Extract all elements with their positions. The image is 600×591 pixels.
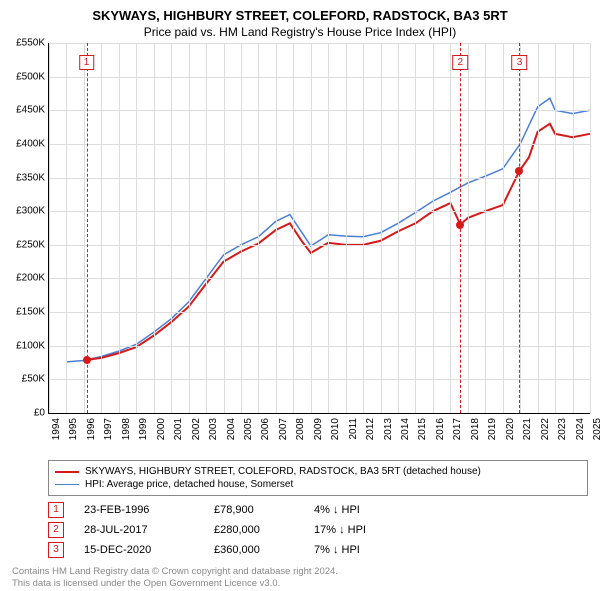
legend-item-hpi: HPI: Average price, detached house, Some… xyxy=(55,478,581,491)
x-tick-label: 2020 xyxy=(505,418,516,440)
x-tick-label: 2010 xyxy=(330,418,341,440)
chart-plot-area: £0£50K£100K£150K£200K£250K£300K£350K£400… xyxy=(48,43,590,414)
x-tick-label: 1999 xyxy=(138,418,149,440)
legend-swatch-hpi xyxy=(55,484,79,485)
x-tick-label: 2024 xyxy=(575,418,586,440)
sales-row-date: 15-DEC-2020 xyxy=(84,544,194,556)
x-tick-label: 1998 xyxy=(121,418,132,440)
sales-row-badge: 2 xyxy=(48,522,64,538)
sales-row-date: 28-JUL-2017 xyxy=(84,524,194,536)
x-tick-label: 1994 xyxy=(51,418,62,440)
y-tick-label: £550K xyxy=(16,38,49,49)
sale-badge-1: 1 xyxy=(79,55,95,70)
x-tick-label: 2000 xyxy=(156,418,167,440)
sales-row-diff: 17% ↓ HPI xyxy=(314,524,414,536)
x-tick-label: 1997 xyxy=(103,418,114,440)
sales-table: 1 23-FEB-1996 £78,900 4% ↓ HPI 2 28-JUL-2017 £… xyxy=(48,500,588,560)
footer-line-1: Contains HM Land Registry data © Crown c… xyxy=(12,566,588,578)
x-tick-label: 2018 xyxy=(470,418,481,440)
legend-item-property: SKYWAYS, HIGHBURY STREET, COLEFORD, RADS… xyxy=(55,465,581,478)
y-tick-label: £500K xyxy=(16,71,49,82)
sales-row: 1 23-FEB-1996 £78,900 4% ↓ HPI xyxy=(48,500,588,520)
footer-line-2: This data is licensed under the Open Gov… xyxy=(12,578,588,590)
x-tick-label: 2019 xyxy=(487,418,498,440)
sale-marker-1 xyxy=(83,356,91,364)
y-tick-label: £400K xyxy=(16,138,49,149)
chart-svg xyxy=(49,43,590,413)
x-tick-label: 2007 xyxy=(278,418,289,440)
sale-badge-2: 2 xyxy=(453,55,469,70)
y-tick-label: £450K xyxy=(16,105,49,116)
y-tick-label: £0 xyxy=(34,408,49,419)
y-tick-label: £100K xyxy=(16,340,49,351)
x-tick-label: 1995 xyxy=(68,418,79,440)
x-tick-label: 2013 xyxy=(383,418,394,440)
x-tick-label: 2005 xyxy=(243,418,254,440)
x-tick-label: 2004 xyxy=(226,418,237,440)
x-tick-label: 2023 xyxy=(557,418,568,440)
y-tick-label: £50K xyxy=(22,374,49,385)
x-tick-label: 2015 xyxy=(417,418,428,440)
sale-marker-3 xyxy=(515,167,523,175)
legend: SKYWAYS, HIGHBURY STREET, COLEFORD, RADS… xyxy=(48,460,588,496)
legend-swatch-property xyxy=(55,471,79,473)
x-axis-labels: 1994 1995 1996 1997 1998 1999 2000 2001 2002 2003… xyxy=(48,414,590,454)
sales-row-date: 23-FEB-1996 xyxy=(84,504,194,516)
sales-row-diff: 4% ↓ HPI xyxy=(314,504,414,516)
x-tick-label: 2016 xyxy=(435,418,446,440)
x-tick-label: 2011 xyxy=(348,418,359,440)
x-tick-label: 2006 xyxy=(260,418,271,440)
x-tick-label: 2009 xyxy=(313,418,324,440)
x-tick-label: 2003 xyxy=(208,418,219,440)
sale-badge-3: 3 xyxy=(512,55,528,70)
y-tick-label: £300K xyxy=(16,206,49,217)
series-property xyxy=(87,124,590,360)
sales-row-price: £280,000 xyxy=(214,524,294,536)
sales-row-badge: 1 xyxy=(48,502,64,518)
y-tick-label: £350K xyxy=(16,172,49,183)
sales-row-badge: 3 xyxy=(48,542,64,558)
y-tick-label: £250K xyxy=(16,239,49,250)
x-tick-label: 2022 xyxy=(540,418,551,440)
x-tick-label: 1996 xyxy=(86,418,97,440)
x-tick-label: 2014 xyxy=(400,418,411,440)
x-tick-label: 2025 xyxy=(592,418,600,440)
chart-title: SKYWAYS, HIGHBURY STREET, COLEFORD, RADS… xyxy=(0,0,600,23)
legend-label-property: SKYWAYS, HIGHBURY STREET, COLEFORD, RADS… xyxy=(85,466,481,477)
sales-row-price: £78,900 xyxy=(214,504,294,516)
x-tick-label: 2001 xyxy=(173,418,184,440)
y-tick-label: £200K xyxy=(16,273,49,284)
sales-row-diff: 7% ↓ HPI xyxy=(314,544,414,556)
sale-marker-2 xyxy=(456,221,464,229)
sales-row-price: £360,000 xyxy=(214,544,294,556)
chart-subtitle: Price paid vs. HM Land Registry's House … xyxy=(0,23,600,43)
legend-label-hpi: HPI: Average price, detached house, Some… xyxy=(85,479,293,490)
x-tick-label: 2012 xyxy=(365,418,376,440)
y-tick-label: £150K xyxy=(16,307,49,318)
x-tick-label: 2008 xyxy=(295,418,306,440)
x-tick-label: 2002 xyxy=(191,418,202,440)
x-tick-label: 2017 xyxy=(452,418,463,440)
x-tick-label: 2021 xyxy=(522,418,533,440)
sales-row: 2 28-JUL-2017 £280,000 17% ↓ HPI xyxy=(48,520,588,540)
sales-row: 3 15-DEC-2020 £360,000 7% ↓ HPI xyxy=(48,540,588,560)
attribution-footer: Contains HM Land Registry data © Crown c… xyxy=(12,566,588,591)
